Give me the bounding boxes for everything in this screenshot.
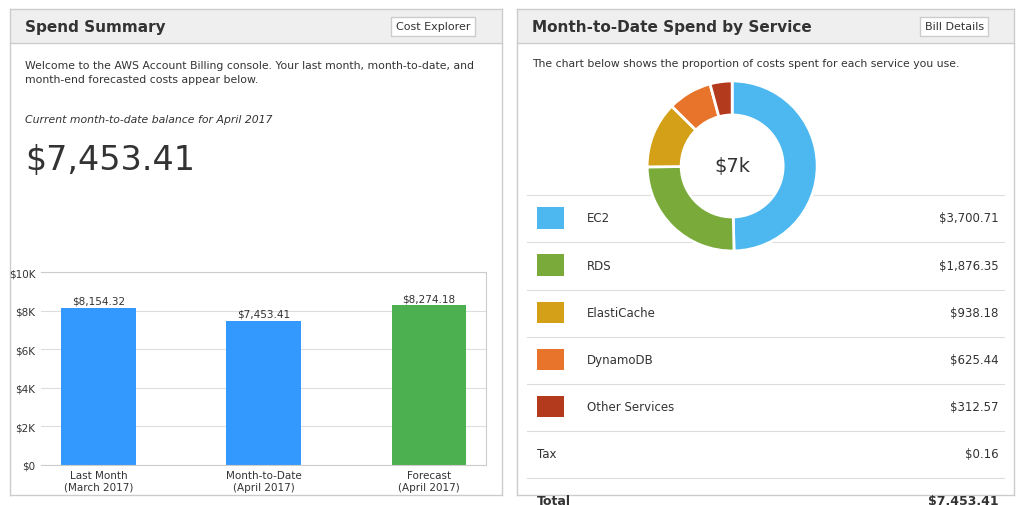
Bar — [537, 349, 564, 370]
Text: $8,274.18: $8,274.18 — [402, 293, 456, 304]
Text: $0.16: $0.16 — [966, 447, 998, 460]
Text: Cost Explorer: Cost Explorer — [395, 22, 470, 32]
Text: Month-to-Date Spend by Service: Month-to-Date Spend by Service — [532, 20, 812, 34]
Bar — [517, 10, 1014, 44]
Bar — [10, 10, 502, 44]
Bar — [537, 255, 564, 276]
Bar — [61, 308, 135, 465]
Text: Spend Summary: Spend Summary — [25, 20, 166, 34]
Text: $7,453.41: $7,453.41 — [25, 143, 195, 176]
Text: $625.44: $625.44 — [950, 353, 998, 366]
Text: $1,876.35: $1,876.35 — [939, 259, 998, 272]
Wedge shape — [672, 85, 719, 131]
Bar — [392, 306, 466, 465]
Bar — [537, 396, 564, 417]
Text: Total: Total — [537, 494, 571, 505]
Text: $8,154.32: $8,154.32 — [72, 296, 125, 306]
Text: RDS: RDS — [587, 259, 611, 272]
Text: ElastiCache: ElastiCache — [587, 306, 655, 319]
Text: Bill Details: Bill Details — [925, 22, 984, 32]
Wedge shape — [647, 107, 696, 168]
Text: $3,700.71: $3,700.71 — [939, 212, 998, 225]
Text: EC2: EC2 — [587, 212, 609, 225]
Text: $7k: $7k — [714, 157, 751, 176]
Bar — [226, 322, 301, 465]
Text: $7,453.41: $7,453.41 — [238, 309, 290, 319]
Text: DynamoDB: DynamoDB — [587, 353, 653, 366]
Text: Other Services: Other Services — [587, 400, 674, 413]
Text: $7,453.41: $7,453.41 — [928, 494, 998, 505]
Wedge shape — [647, 167, 734, 251]
Text: Tax: Tax — [537, 447, 556, 460]
Text: $312.57: $312.57 — [950, 400, 998, 413]
Text: Welcome to the AWS Account Billing console. Your last month, month-to-date, and
: Welcome to the AWS Account Billing conso… — [25, 61, 474, 85]
Text: Current month-to-date balance for April 2017: Current month-to-date balance for April … — [25, 114, 272, 124]
Bar — [537, 302, 564, 323]
Bar — [537, 208, 564, 229]
Wedge shape — [710, 82, 732, 118]
Text: The chart below shows the proportion of costs spent for each service you use.: The chart below shows the proportion of … — [532, 59, 959, 69]
Text: $938.18: $938.18 — [950, 306, 998, 319]
Wedge shape — [732, 82, 817, 251]
